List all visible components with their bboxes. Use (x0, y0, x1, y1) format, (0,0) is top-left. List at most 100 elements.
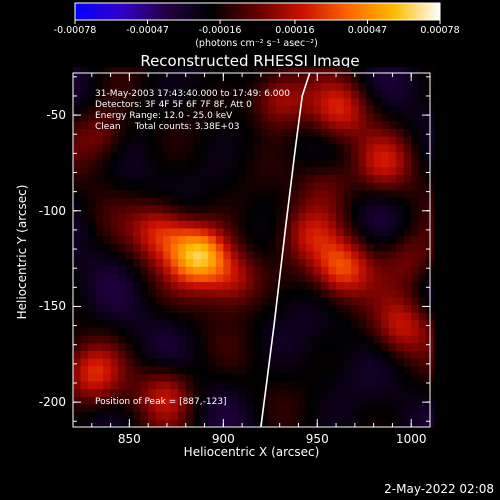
heatmap-cell (110, 281, 119, 290)
heatmap-cell (170, 205, 179, 214)
heatmap-cell (321, 342, 330, 351)
heatmap-cell (373, 120, 382, 129)
heatmap-cell (230, 166, 239, 175)
heatmap-cell (200, 82, 209, 91)
heatmap-cell (73, 342, 82, 351)
heatmap-cell (178, 250, 187, 260)
heatmap-cell (268, 82, 277, 91)
heatmap-cell (275, 404, 284, 413)
heatmap-cell (388, 404, 397, 413)
heatmap-cell (283, 235, 292, 244)
heatmap-cell (110, 205, 119, 214)
heatmap-cell (305, 159, 315, 168)
heatmap-cell (253, 82, 262, 91)
heatmap-cell (351, 212, 360, 221)
heatmap-cell (290, 220, 299, 229)
heatmap-cell (163, 189, 172, 198)
heatmap-cell (260, 319, 269, 328)
heatmap-cell (336, 342, 345, 351)
heatmap-cell (208, 105, 217, 114)
heatmap-cell (283, 258, 292, 267)
heatmap-cell (253, 335, 262, 344)
heatmap-cell (133, 419, 142, 428)
heatmap-cell (118, 319, 127, 328)
heatmap-cell (118, 388, 127, 397)
heatmap-cell (95, 97, 104, 107)
heatmap-cell (140, 388, 149, 397)
heatmap-cell (351, 105, 360, 114)
heatmap-cell (163, 120, 172, 129)
heatmap-cell (336, 243, 345, 252)
heatmap-cell (298, 97, 307, 107)
heatmap-cell (245, 373, 254, 382)
heatmap-cell (275, 227, 284, 237)
heatmap-cell (336, 97, 345, 107)
heatmap-cell (336, 166, 345, 175)
heatmap-cell (215, 335, 224, 344)
heatmap-cell (305, 273, 315, 283)
heatmap-cell (260, 143, 269, 152)
heatmap-cell (283, 312, 292, 321)
heatmap-cell (185, 197, 194, 206)
heatmap-cell (381, 289, 390, 298)
heatmap-cell (133, 159, 142, 168)
y-tick-label: -150 (38, 299, 66, 314)
heatmap-cell (230, 136, 239, 145)
heatmap-cell (140, 358, 149, 367)
heatmap-cell (418, 381, 427, 390)
heatmap-cell (73, 250, 82, 260)
heatmap-cell (185, 189, 194, 198)
heatmap-cell (328, 335, 337, 344)
heatmap-cell (193, 166, 202, 175)
heatmap-cell (103, 105, 112, 114)
heatmap-cell (103, 90, 112, 99)
heatmap-cell (321, 411, 330, 420)
heatmap-cell (268, 327, 277, 336)
heatmap-cell (275, 327, 284, 336)
heatmap-cell (178, 258, 187, 267)
heatmap-cell (193, 67, 202, 76)
heatmap-cell (290, 128, 299, 137)
heatmap-cell (238, 396, 247, 405)
heatmap-cell (268, 365, 277, 374)
heatmap-cell (245, 120, 254, 129)
heatmap-cell (253, 266, 262, 275)
heatmap-cell (260, 97, 269, 107)
heatmap-cell (148, 319, 157, 328)
heatmap-cell (73, 388, 82, 397)
heatmap-cell (215, 404, 224, 413)
heatmap-cell (193, 220, 202, 229)
heatmap-cell (245, 350, 254, 359)
heatmap-cell (163, 304, 172, 313)
heatmap-cell (133, 227, 142, 237)
heatmap-cell (185, 404, 194, 413)
heatmap-cell (253, 243, 262, 252)
heatmap-cell (208, 296, 217, 306)
heatmap-cell (193, 388, 202, 397)
heatmap-cell (328, 273, 337, 283)
heatmap-cell (381, 166, 390, 175)
heatmap-cell (313, 197, 322, 206)
heatmap-cell (155, 388, 164, 397)
heatmap-cell (418, 296, 427, 306)
heatmap-cell (125, 174, 134, 183)
heatmap-cell (208, 312, 217, 321)
heatmap-cell (343, 136, 352, 145)
heatmap-cell (351, 266, 360, 275)
heatmap-cell (403, 143, 412, 152)
heatmap-cell (336, 327, 345, 336)
heatmap-cell (140, 350, 149, 359)
heatmap-cell (403, 182, 412, 191)
heatmap-cell (88, 304, 97, 313)
heatmap-cell (163, 105, 172, 114)
heatmap-cell (366, 90, 375, 99)
heatmap-cell (403, 396, 412, 405)
heatmap-cell (358, 151, 367, 160)
heatmap-cell (200, 212, 209, 221)
heatmap-cell (268, 97, 277, 107)
heatmap-cell (260, 82, 269, 91)
heatmap-cell (321, 227, 330, 237)
heatmap-cell (336, 235, 345, 244)
heatmap-cell (396, 136, 405, 145)
heatmap-cell (185, 174, 194, 183)
